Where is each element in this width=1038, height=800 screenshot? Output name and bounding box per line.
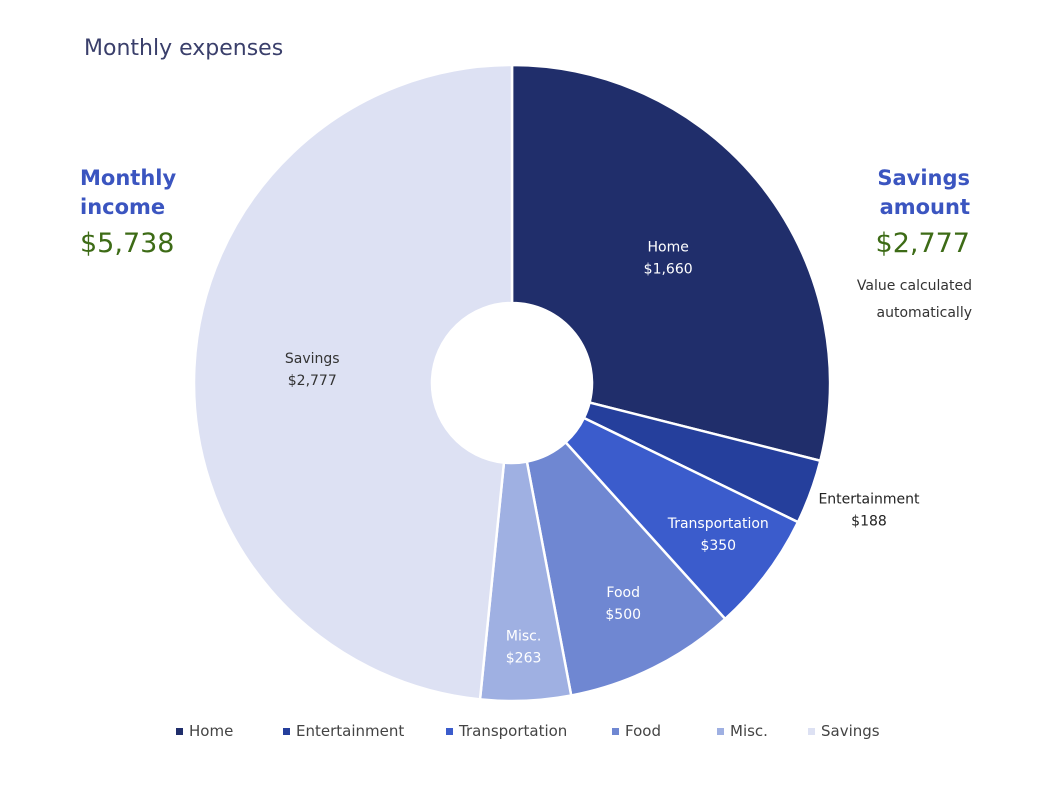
legend-item: Transportation	[446, 722, 567, 740]
legend-item: Savings	[808, 722, 880, 740]
slice-food	[525, 440, 727, 697]
data-label-value: $1,660	[644, 261, 693, 277]
slice-home	[510, 63, 832, 463]
savings-heading: Savings amount	[877, 164, 970, 222]
savings-label-line1: Savings	[877, 166, 970, 190]
income-label-line1: Monthly	[80, 166, 177, 190]
data-label-value: $350	[700, 538, 736, 554]
income-value: $5,738	[80, 228, 175, 259]
income-heading: Monthly income	[80, 164, 176, 222]
data-label-value: $263	[506, 651, 542, 667]
legend-label: Misc.	[730, 722, 768, 740]
legend-swatch	[717, 727, 724, 735]
legend-item: Misc.	[717, 722, 768, 740]
legend-label: Transportation	[459, 722, 568, 740]
data-label-value: $188	[851, 513, 887, 529]
legend-swatch	[808, 727, 815, 735]
legend-label: Savings	[821, 722, 880, 740]
savings-value: $2,777	[875, 228, 970, 259]
data-label-category: Misc.	[506, 629, 541, 645]
legend-item: Food	[612, 722, 661, 740]
data-label-category: Transportation	[667, 516, 769, 532]
legend-item: Entertainment	[283, 722, 404, 740]
slice-savings	[192, 63, 514, 701]
savings-note-line1: Value calculated	[856, 278, 972, 294]
data-label-category: Food	[606, 585, 640, 601]
income-label-line2: income	[80, 195, 166, 219]
legend-label: Home	[189, 722, 234, 740]
legend-label: Food	[625, 722, 661, 740]
legend: Home Entertainment Transportation Food Misc.…	[0, 722, 1038, 744]
data-label-value: $500	[605, 607, 641, 623]
data-label-value: $2,777	[288, 373, 337, 389]
legend-item: Home	[176, 722, 233, 740]
legend-swatch	[176, 727, 183, 735]
legend-label: Entertainment	[296, 722, 405, 740]
legend-swatch	[283, 727, 290, 735]
legend-swatch	[612, 727, 619, 735]
data-label-category: Home	[648, 239, 689, 255]
chart-title: Monthly expenses	[84, 36, 284, 61]
legend-swatch	[446, 727, 453, 735]
savings-note-line2: automatically	[876, 305, 972, 321]
savings-note: Value calculated automatically	[812, 273, 972, 327]
savings-label-line2: amount	[879, 195, 970, 219]
data-label-category: Savings	[285, 351, 340, 367]
data-label-category: Entertainment	[818, 491, 920, 507]
